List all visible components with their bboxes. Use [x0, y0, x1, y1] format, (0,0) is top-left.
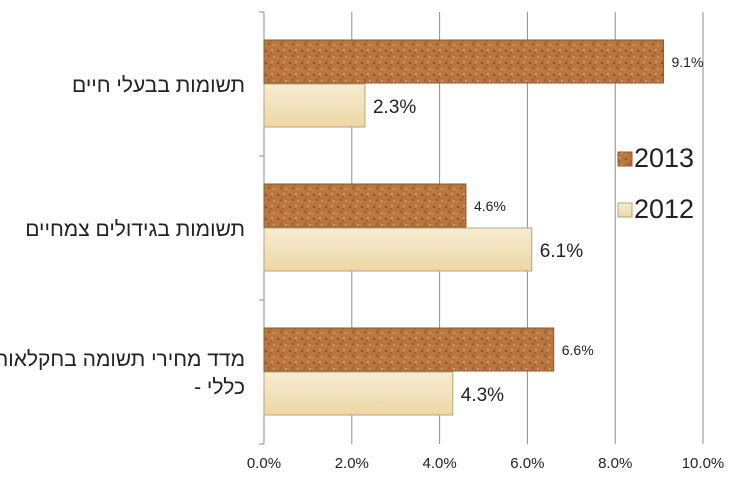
category-label: מדד מחירי תשומה בחקלאות — [0, 348, 245, 371]
data-label-2012: 4.3% — [461, 385, 504, 406]
legend: 2013 2012 — [617, 143, 694, 224]
bar-2013 — [263, 39, 664, 84]
category-label: תשומות בבעלי חיים — [72, 74, 245, 97]
bar-2013 — [263, 183, 467, 228]
legend-swatch-2012 — [617, 202, 633, 218]
x-tick-label: 0.0% — [247, 455, 281, 472]
data-label-2013: 4.6% — [474, 198, 506, 214]
bar-2012 — [263, 227, 533, 272]
x-tick-label: 8.0% — [598, 455, 632, 472]
bar-2013 — [263, 327, 555, 372]
data-label-2012: 6.1% — [540, 241, 583, 262]
legend-label-2012: 2012 — [634, 194, 694, 224]
legend-label-2013: 2013 — [634, 143, 694, 173]
legend-swatch-2013 — [617, 151, 633, 167]
bar-2012 — [263, 83, 366, 128]
bar-2012 — [263, 371, 454, 416]
data-label-2012: 2.3% — [373, 97, 416, 118]
x-tick-label: 4.0% — [422, 455, 456, 472]
x-tick-labels: 0.0% 2.0% 4.0% 6.0% 8.0% 10.0% — [247, 455, 724, 472]
category-label: - כללי — [194, 376, 245, 399]
data-labels: 9.1% 2.3% 4.6% 6.1% 6.6% 4.3% — [373, 54, 703, 406]
axes — [259, 11, 265, 445]
bars — [263, 39, 664, 416]
x-tick-label: 6.0% — [510, 455, 544, 472]
data-label-2013: 9.1% — [671, 54, 703, 70]
category-label: תשומות בגידולים צמחיים — [25, 218, 245, 241]
category-labels: תשומות בבעלי חיים תשומות בגידולים צמחיים מ… — [0, 74, 245, 399]
data-label-2013: 6.6% — [562, 342, 594, 358]
x-tick-label: 2.0% — [335, 455, 369, 472]
x-tick-label: 10.0% — [682, 455, 725, 472]
